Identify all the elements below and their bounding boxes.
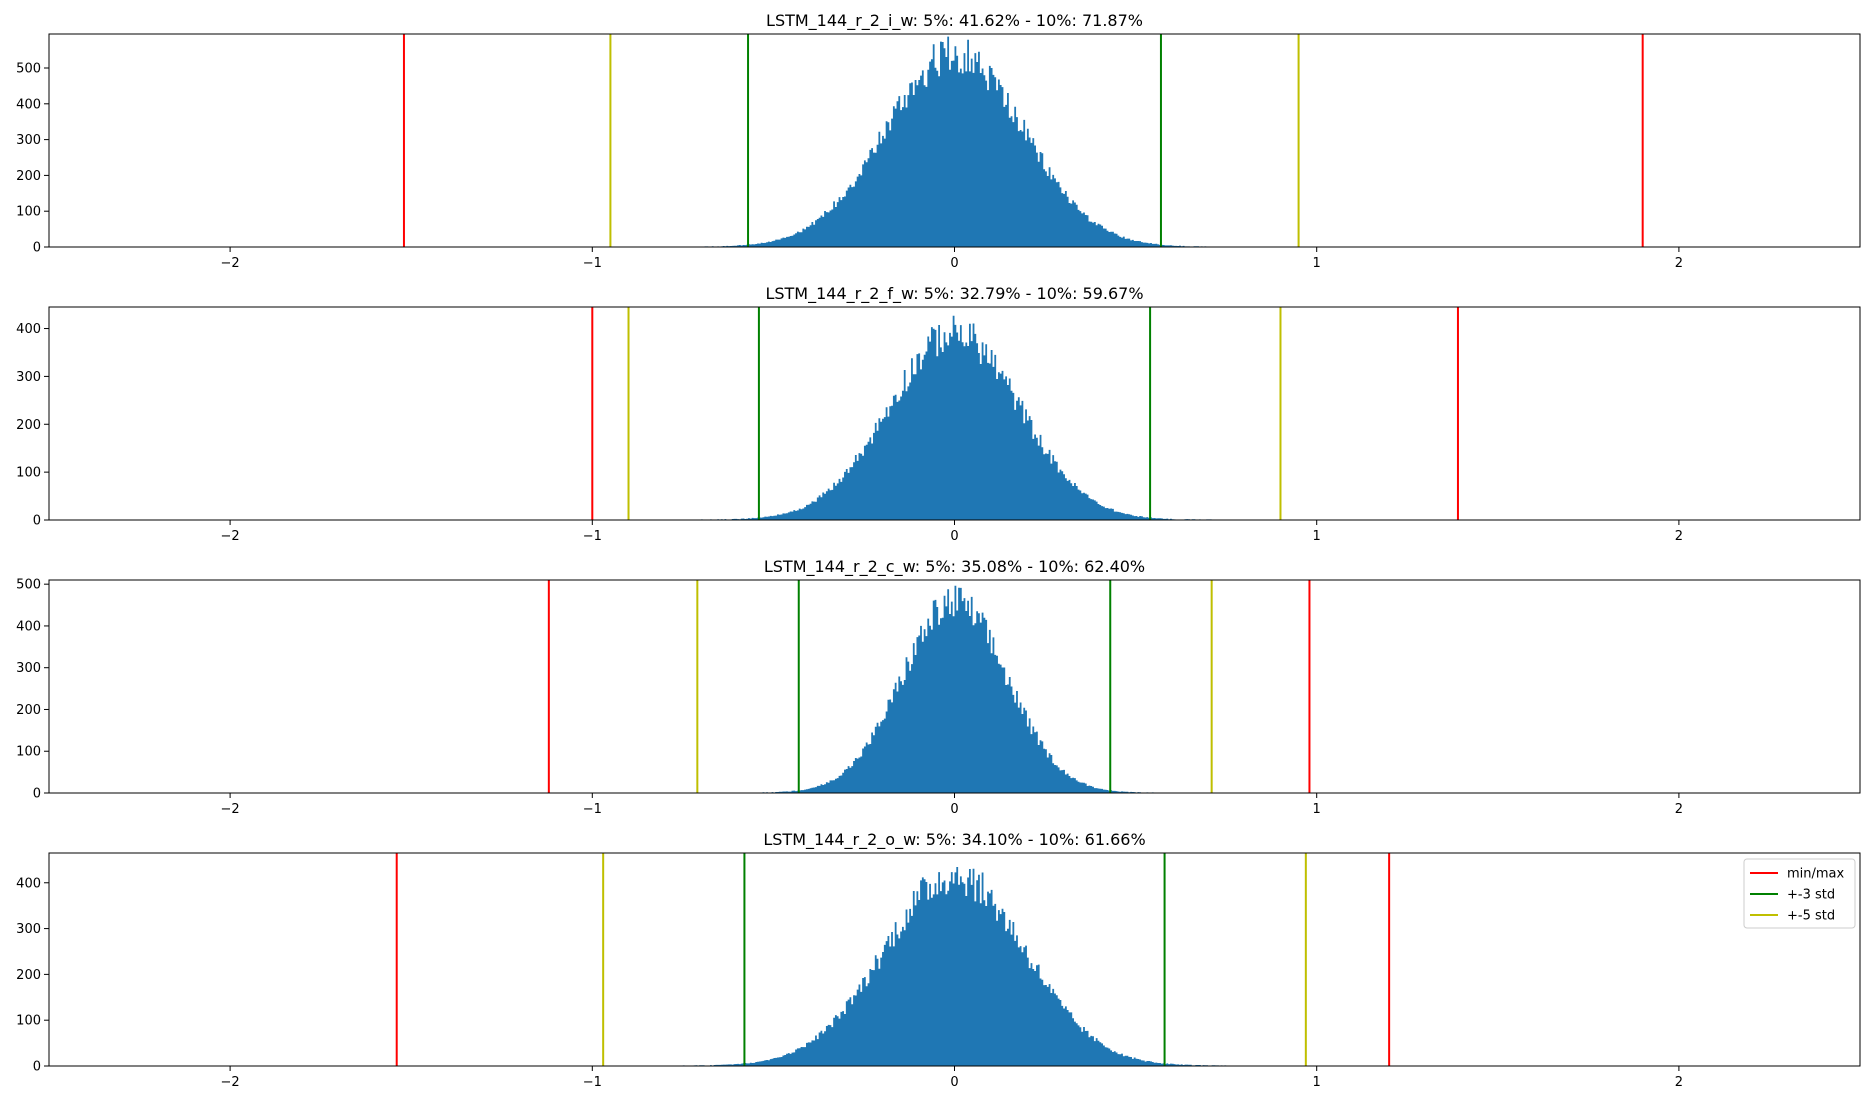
x-tick-label: 1 — [1313, 529, 1321, 544]
x-tick-label: −2 — [221, 802, 240, 817]
y-tick-label: 400 — [16, 876, 41, 891]
x-tick-label: 0 — [950, 529, 958, 544]
subplot-4: LSTM_144_r_2_o_w: 5%: 34.10% - 10%: 61.6… — [16, 830, 1861, 1090]
subplot-title: LSTM_144_r_2_i_w: 5%: 41.62% - 10%: 71.8… — [766, 11, 1143, 31]
x-tick-label: −2 — [221, 529, 240, 544]
y-tick-label: 400 — [16, 619, 41, 634]
y-tick-label: 100 — [16, 1014, 41, 1029]
y-tick-label: 200 — [16, 968, 41, 983]
x-tick-label: −1 — [583, 802, 602, 817]
x-tick-label: −2 — [221, 1075, 240, 1090]
y-tick-label: 200 — [16, 703, 41, 718]
y-tick-label: 300 — [16, 370, 41, 385]
histogram-bars — [548, 585, 1312, 793]
y-tick-label: 100 — [16, 745, 41, 760]
y-tick-label: 200 — [16, 418, 41, 433]
y-tick-label: 300 — [16, 661, 41, 676]
x-tick-label: 1 — [1313, 802, 1321, 817]
x-tick-label: −2 — [221, 256, 240, 271]
y-tick-label: 200 — [16, 169, 41, 184]
y-tick-label: 0 — [33, 1060, 41, 1075]
x-tick-label: 0 — [950, 256, 958, 271]
y-tick-label: 400 — [16, 322, 41, 337]
y-tick-label: 0 — [33, 787, 41, 802]
x-tick-label: −1 — [583, 1075, 602, 1090]
x-tick-label: −1 — [583, 256, 602, 271]
subplot-3: LSTM_144_r_2_c_w: 5%: 35.08% - 10%: 62.4… — [16, 557, 1861, 817]
y-tick-label: 0 — [33, 241, 41, 256]
x-tick-label: 1 — [1313, 1075, 1321, 1090]
y-tick-label: 100 — [16, 466, 41, 481]
x-tick-label: 2 — [1675, 802, 1683, 817]
legend-label: +-3 std — [1787, 888, 1835, 903]
x-tick-label: −1 — [583, 529, 602, 544]
subplot-title: LSTM_144_r_2_f_w: 5%: 32.79% - 10%: 59.6… — [765, 284, 1143, 304]
subplot-title: LSTM_144_r_2_o_w: 5%: 34.10% - 10%: 61.6… — [763, 830, 1145, 850]
histogram-bars — [592, 315, 1464, 520]
x-tick-label: 2 — [1675, 1075, 1683, 1090]
legend-box — [1743, 858, 1856, 929]
y-tick-label: 400 — [16, 97, 41, 112]
y-tick-label: 500 — [16, 578, 41, 593]
subplot-2: LSTM_144_r_2_f_w: 5%: 32.79% - 10%: 59.6… — [16, 284, 1861, 544]
y-tick-label: 300 — [16, 922, 41, 937]
histogram-bars — [402, 866, 1391, 1066]
y-tick-label: 100 — [16, 205, 41, 220]
x-tick-label: 2 — [1675, 256, 1683, 271]
subplot-1: LSTM_144_r_2_i_w: 5%: 41.62% - 10%: 71.8… — [16, 11, 1861, 271]
y-tick-label: 300 — [16, 133, 41, 148]
y-tick-label: 500 — [16, 62, 41, 77]
subplot-title: LSTM_144_r_2_c_w: 5%: 35.08% - 10%: 62.4… — [764, 557, 1145, 577]
histogram-bars — [594, 36, 1390, 247]
legend: min/max +-3 std +-5 std — [1743, 858, 1856, 929]
x-tick-label: 2 — [1675, 529, 1683, 544]
y-tick-label: 0 — [33, 514, 41, 529]
x-tick-label: 0 — [950, 1075, 958, 1090]
x-tick-label: 1 — [1313, 256, 1321, 271]
legend-label: +-5 std — [1787, 909, 1835, 924]
legend-label: min/max — [1787, 867, 1845, 882]
x-tick-label: 0 — [950, 802, 958, 817]
